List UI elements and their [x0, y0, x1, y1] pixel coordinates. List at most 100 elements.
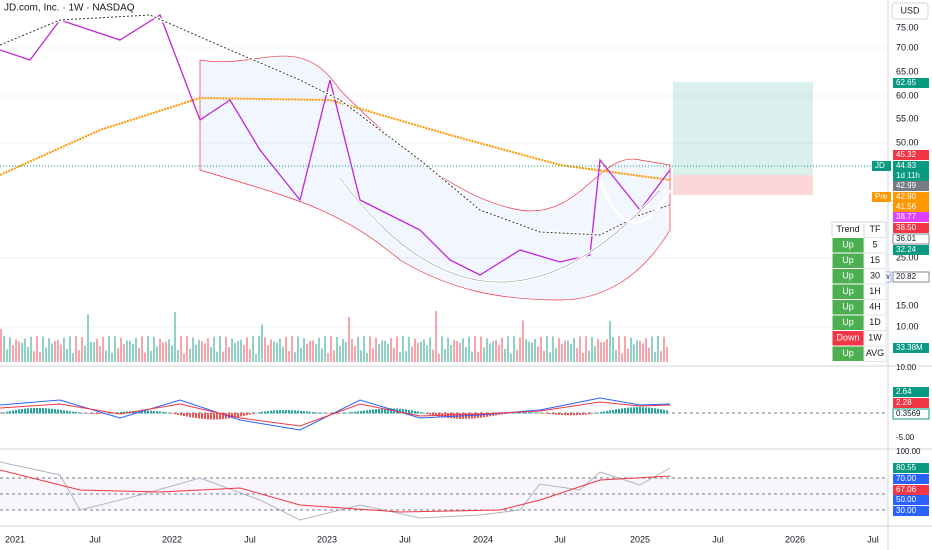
currency[interactable]: USD	[900, 5, 920, 15]
histogram-bar	[624, 407, 626, 414]
volume-bar	[528, 341, 530, 362]
volume-bar	[204, 343, 206, 362]
price-badge	[893, 202, 929, 212]
volume-bar	[441, 336, 443, 362]
volume-bar	[21, 342, 23, 362]
volume-bar	[33, 351, 35, 362]
volume-bar	[480, 336, 482, 362]
volume-bar	[189, 348, 191, 362]
histogram-bar	[60, 409, 62, 414]
volume-bar	[222, 351, 224, 362]
volume-bar	[201, 341, 203, 362]
volume-bar	[243, 344, 245, 362]
handle-curve	[598, 179, 672, 224]
volume-bar	[282, 346, 284, 362]
histogram-bar	[615, 409, 617, 414]
volume-bar	[645, 338, 647, 362]
volume-bar	[324, 336, 326, 362]
volume-bar	[450, 344, 452, 362]
macd-line	[0, 397, 671, 431]
volume-bar	[336, 336, 338, 362]
histogram-bar	[309, 411, 311, 414]
histogram-bar	[318, 412, 320, 414]
table-header: Trend	[836, 224, 859, 234]
volume-bar	[51, 343, 53, 362]
badge-text: 36.01	[896, 234, 917, 243]
badge-text: 33.38M	[896, 343, 923, 352]
histogram-bar	[498, 413, 500, 415]
rsi-badge	[893, 485, 929, 495]
volume-bar	[390, 338, 392, 362]
tf-cell	[863, 345, 887, 362]
volume-bar	[177, 349, 179, 362]
volume-bar	[549, 352, 551, 362]
volume-bar	[522, 320, 524, 362]
volume-bar	[138, 348, 140, 362]
volume-bar	[408, 336, 410, 362]
volume-bar	[30, 336, 32, 362]
histogram-bar	[348, 412, 350, 414]
volume-bar	[69, 336, 71, 362]
volume-bar	[210, 347, 212, 362]
volume-bar	[456, 341, 458, 362]
volume-bar	[333, 350, 335, 362]
volume-bar	[18, 341, 20, 362]
badge-tag-text: Pre	[875, 192, 888, 201]
volume-bar	[168, 339, 170, 362]
volume-bar	[630, 337, 632, 362]
currency-button[interactable]	[891, 2, 929, 20]
volume-bar	[660, 351, 662, 362]
histogram-bar	[597, 412, 599, 414]
histogram-bar	[237, 413, 239, 417]
histogram-bar	[621, 408, 623, 414]
volume-bar	[330, 336, 332, 362]
scale-label: 60.00	[896, 90, 919, 100]
histogram-bar	[645, 407, 647, 414]
bollinger-band	[199, 55, 671, 301]
price-badge	[893, 245, 929, 255]
volume-bar	[123, 344, 125, 362]
volume-bar	[87, 314, 89, 362]
volume-bar	[63, 337, 65, 362]
histogram-bar	[30, 408, 32, 414]
moving-average	[0, 96, 671, 181]
histogram-bar	[600, 411, 602, 414]
volume-bar	[633, 344, 635, 362]
histogram-bar	[534, 412, 536, 414]
trend-text: Up	[842, 317, 854, 327]
histogram-bar	[522, 412, 524, 414]
volume-bar	[93, 342, 95, 362]
histogram-bar	[618, 408, 620, 414]
volume-bar	[321, 348, 323, 362]
volume-bar	[609, 320, 611, 362]
volume-bar	[387, 343, 389, 362]
volume-bar	[264, 337, 266, 362]
volume-bar	[372, 348, 374, 362]
histogram-bar	[366, 410, 368, 414]
volume-bar	[642, 343, 644, 362]
macd-label: 0.3569	[896, 409, 921, 418]
histogram-bar	[258, 412, 260, 414]
histogram-bar	[36, 407, 38, 414]
volume-bar	[261, 324, 263, 362]
trend-text: Up	[842, 240, 854, 250]
price-badge	[893, 150, 929, 160]
time-label: 2022	[162, 534, 182, 544]
badge-text: 42.90	[896, 192, 917, 201]
trend-text: Up	[842, 302, 854, 312]
volume-bar	[591, 336, 593, 362]
histogram-bar	[555, 413, 557, 415]
badge-text: 38.77	[896, 212, 917, 221]
histogram-bar	[162, 411, 164, 414]
volume-bar	[234, 343, 236, 362]
histogram-bar	[93, 413, 95, 414]
time-label: 2024	[473, 534, 493, 544]
histogram-bar	[567, 413, 569, 416]
volume-bar	[192, 337, 194, 362]
volume-bar	[381, 340, 383, 362]
histogram-bar	[183, 413, 185, 417]
volume-bar	[309, 340, 311, 362]
macd-badge	[893, 398, 929, 408]
histogram-bar	[243, 413, 245, 416]
badge-text: 62.65	[896, 78, 917, 87]
